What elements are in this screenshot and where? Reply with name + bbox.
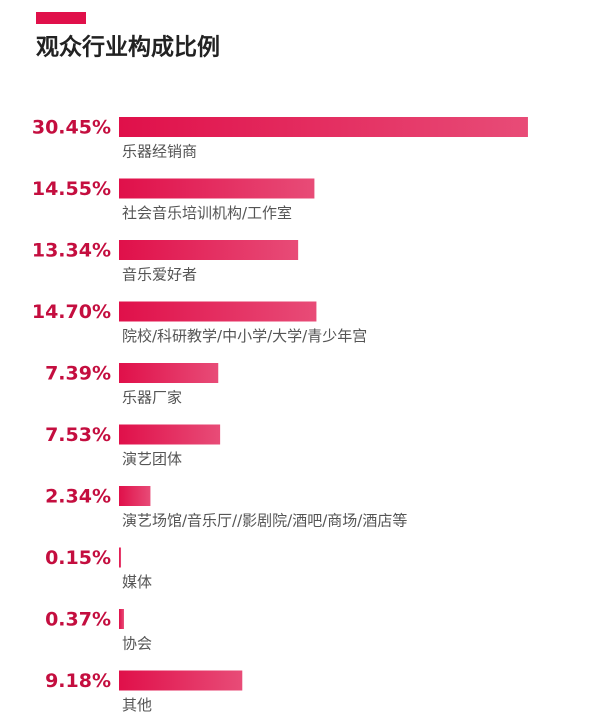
bar — [119, 424, 221, 445]
bar — [119, 486, 151, 506]
chart-title: 观众行业构成比例 — [36, 34, 220, 61]
category-label: 音乐爱好者 — [122, 266, 197, 284]
title-accent — [36, 12, 86, 24]
bar — [119, 609, 124, 629]
category-label: 演艺团体 — [122, 450, 182, 468]
bar — [119, 240, 299, 260]
bar — [119, 178, 315, 199]
bar — [119, 301, 317, 322]
bar — [119, 117, 528, 137]
category-label: 媒体 — [122, 573, 152, 591]
category-label: 其他 — [122, 696, 152, 714]
bar — [119, 670, 243, 691]
value-label: 14.70% — [32, 301, 111, 323]
value-label: 7.53% — [45, 424, 111, 446]
value-label: 2.34% — [45, 486, 111, 508]
category-label: 演艺场馆/音乐厅//影剧院/酒吧/商场/酒店等 — [122, 512, 407, 530]
value-label: 14.55% — [32, 178, 111, 200]
value-label: 0.15% — [45, 547, 111, 569]
value-label: 9.18% — [45, 670, 111, 692]
category-label: 社会音乐培训机构/工作室 — [122, 204, 292, 222]
value-label: 0.37% — [45, 609, 111, 631]
value-label: 13.34% — [32, 240, 111, 262]
category-label: 协会 — [122, 635, 152, 653]
bar — [119, 547, 122, 568]
value-label: 30.45% — [32, 117, 111, 139]
category-label: 乐器厂家 — [122, 389, 182, 407]
category-label: 乐器经销商 — [122, 143, 197, 161]
value-label: 7.39% — [45, 363, 111, 385]
bar — [119, 363, 219, 383]
category-label: 院校/科研教学/中小学/大学/青少年宫 — [122, 327, 367, 345]
